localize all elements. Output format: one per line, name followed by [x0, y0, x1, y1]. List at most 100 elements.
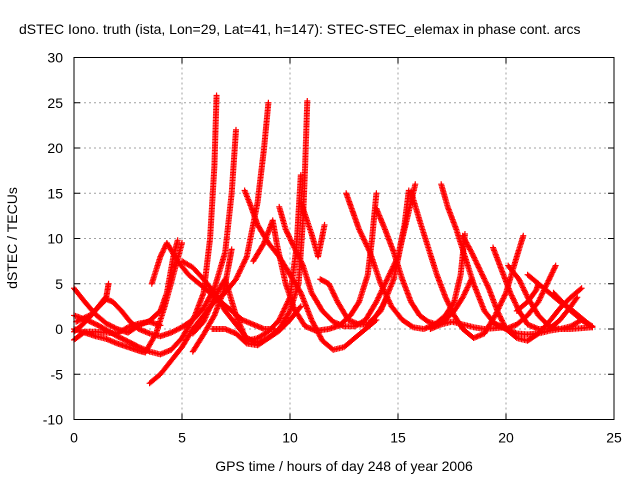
- data-point: [287, 237, 294, 244]
- data-point: [286, 234, 293, 241]
- data-point: [470, 253, 477, 260]
- data-point: [287, 236, 294, 243]
- data-point: [330, 290, 337, 297]
- data-point: [467, 247, 474, 254]
- data-point: [299, 261, 306, 268]
- data-point: [295, 252, 302, 259]
- data-point: [293, 250, 300, 257]
- data-point: [296, 304, 303, 311]
- x-tick-label: 5: [178, 430, 186, 446]
- data-point: [213, 92, 220, 99]
- data-point: [473, 258, 480, 265]
- series-26: [492, 320, 596, 338]
- data-point: [577, 286, 584, 293]
- data-point: [465, 281, 472, 288]
- data-point: [108, 323, 115, 330]
- data-point: [286, 233, 293, 240]
- data-point: [498, 316, 505, 323]
- data-points: [71, 92, 596, 387]
- data-point: [447, 304, 454, 311]
- data-point: [75, 317, 82, 324]
- x-tick-label: 25: [606, 430, 622, 446]
- series-24: [490, 244, 581, 332]
- series-28: [513, 280, 542, 314]
- data-point: [479, 272, 486, 279]
- data-point: [176, 325, 183, 332]
- data-point: [460, 292, 467, 299]
- data-point: [508, 292, 515, 299]
- data-point: [471, 254, 478, 261]
- data-point: [74, 318, 81, 325]
- data-point: [172, 327, 179, 334]
- data-point: [443, 295, 450, 302]
- data-point: [550, 268, 557, 275]
- data-point: [462, 288, 469, 295]
- data-point: [546, 276, 553, 283]
- data-point: [265, 99, 272, 106]
- data-point: [477, 268, 484, 275]
- x-tick-label: 10: [282, 430, 298, 446]
- data-point: [574, 294, 581, 301]
- series-20: [407, 188, 527, 342]
- data-point: [333, 296, 340, 303]
- data-point: [507, 289, 514, 296]
- data-point: [297, 258, 304, 265]
- x-tick-label: 20: [498, 430, 514, 446]
- data-point: [471, 256, 478, 263]
- data-point: [174, 237, 181, 244]
- data-point: [509, 293, 516, 300]
- data-point: [173, 326, 180, 333]
- data-point: [443, 297, 450, 304]
- data-point: [480, 274, 487, 281]
- data-point: [327, 283, 334, 290]
- data-point: [111, 324, 118, 331]
- data-point: [578, 285, 585, 292]
- data-point: [494, 321, 501, 328]
- data-point: [282, 226, 289, 233]
- data-point: [450, 300, 457, 307]
- data-point: [284, 230, 291, 237]
- data-point: [110, 323, 117, 330]
- data-point: [327, 284, 334, 291]
- axis-ticks: 0 5 10 15 20 25 -10 -5 0 5 10 15 20 25 30: [43, 50, 622, 446]
- data-point: [520, 285, 527, 292]
- data-point: [95, 322, 102, 329]
- data-point: [523, 291, 530, 298]
- data-point: [157, 322, 164, 329]
- data-point: [449, 309, 456, 316]
- data-point: [519, 284, 526, 291]
- data-point: [424, 317, 431, 324]
- data-point: [517, 280, 524, 287]
- data-point: [510, 296, 517, 303]
- y-tick-label: 5: [55, 276, 63, 292]
- data-point: [161, 245, 168, 252]
- data-point: [106, 321, 113, 328]
- data-point: [297, 303, 304, 310]
- data-point: [522, 290, 529, 297]
- data-point: [547, 273, 554, 280]
- x-tick-label: 0: [70, 430, 78, 446]
- data-point: [242, 339, 249, 346]
- data-point: [293, 248, 300, 255]
- data-point: [459, 294, 466, 301]
- data-point: [448, 306, 455, 313]
- y-tick-label: 0: [55, 321, 63, 337]
- data-point: [550, 266, 557, 273]
- data-point: [520, 232, 527, 239]
- data-point: [295, 254, 302, 261]
- data-point: [158, 252, 165, 259]
- data-point: [289, 240, 296, 247]
- grid: [74, 57, 614, 420]
- data-point: [383, 295, 390, 302]
- y-tick-label: 30: [47, 50, 63, 66]
- data-point: [500, 324, 507, 331]
- data-point: [496, 322, 503, 329]
- data-point: [290, 243, 297, 250]
- data-point: [123, 324, 130, 331]
- data-point: [291, 245, 298, 252]
- series-29: [550, 289, 596, 330]
- data-point: [105, 280, 112, 287]
- data-point: [511, 298, 518, 305]
- series-2: [71, 240, 185, 356]
- data-point: [588, 322, 595, 329]
